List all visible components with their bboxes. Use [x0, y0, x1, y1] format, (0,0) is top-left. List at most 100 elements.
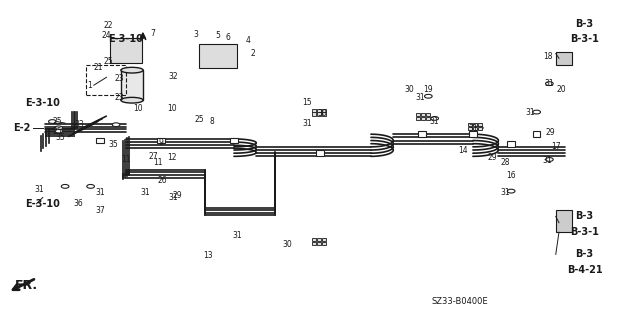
Text: 32: 32 — [168, 72, 179, 81]
Bar — [415, 113, 420, 116]
Text: 31: 31 — [416, 93, 426, 102]
Bar — [468, 127, 472, 130]
Bar — [312, 242, 316, 245]
Text: 3: 3 — [193, 30, 198, 39]
Text: 14: 14 — [459, 145, 468, 154]
Text: 10: 10 — [134, 104, 143, 113]
Text: 25: 25 — [52, 117, 61, 126]
Text: 30: 30 — [282, 241, 292, 249]
Text: 31: 31 — [542, 156, 552, 165]
Text: E-3-10: E-3-10 — [26, 98, 60, 108]
Bar — [473, 127, 477, 130]
Text: 18: 18 — [543, 52, 553, 61]
Bar — [533, 131, 540, 137]
Bar — [317, 108, 321, 112]
Text: 17: 17 — [551, 142, 561, 151]
Bar — [86, 65, 125, 95]
Text: 36: 36 — [73, 199, 83, 208]
Circle shape — [476, 126, 483, 130]
Text: 2: 2 — [251, 49, 255, 58]
Bar — [420, 117, 425, 120]
Text: 37: 37 — [95, 206, 105, 215]
Bar — [312, 112, 316, 115]
Bar — [317, 112, 321, 115]
Text: FR.: FR. — [15, 279, 38, 293]
Text: 35: 35 — [108, 140, 118, 149]
Text: 12: 12 — [168, 153, 177, 162]
Text: 28: 28 — [500, 158, 509, 167]
Text: 31: 31 — [500, 188, 509, 197]
Bar — [317, 238, 321, 241]
Circle shape — [49, 120, 56, 123]
Text: 10: 10 — [167, 104, 177, 113]
Text: 33: 33 — [75, 120, 84, 129]
Text: 30: 30 — [317, 109, 327, 118]
Bar — [426, 113, 430, 116]
Text: 30: 30 — [404, 85, 414, 94]
Text: B-3: B-3 — [575, 19, 593, 28]
Text: 23: 23 — [115, 93, 124, 102]
Text: 9: 9 — [158, 137, 163, 147]
Text: 11: 11 — [121, 155, 131, 164]
Bar — [312, 238, 316, 241]
Text: 22: 22 — [104, 21, 113, 30]
Text: 29: 29 — [172, 191, 182, 200]
Text: 13: 13 — [204, 251, 213, 260]
Bar — [199, 44, 237, 68]
Bar — [322, 108, 326, 112]
Bar — [316, 150, 324, 156]
Text: B-3-1: B-3-1 — [570, 227, 599, 237]
Bar — [97, 138, 104, 143]
Text: SZ33-B0400E: SZ33-B0400E — [432, 297, 488, 306]
Text: 5: 5 — [216, 31, 221, 40]
Text: 31: 31 — [95, 188, 105, 197]
Text: 16: 16 — [506, 171, 516, 180]
Bar — [473, 123, 477, 126]
Text: 31: 31 — [430, 117, 440, 126]
Bar — [508, 141, 515, 146]
Text: B-3: B-3 — [575, 211, 593, 221]
Text: B-4-21: B-4-21 — [566, 265, 602, 275]
Circle shape — [508, 189, 515, 193]
Circle shape — [55, 126, 63, 130]
Text: 31: 31 — [303, 119, 312, 128]
Bar — [556, 210, 572, 232]
Text: B-3-1: B-3-1 — [570, 34, 599, 44]
Text: 25: 25 — [52, 127, 61, 136]
Circle shape — [112, 123, 120, 127]
Bar — [469, 131, 477, 137]
Text: 6: 6 — [225, 33, 230, 42]
Text: 21: 21 — [93, 63, 103, 72]
Bar — [322, 112, 326, 115]
Bar — [322, 242, 326, 245]
Ellipse shape — [121, 67, 143, 73]
Text: 1: 1 — [87, 81, 92, 90]
Bar — [230, 138, 238, 143]
Text: 29: 29 — [487, 153, 497, 162]
Text: 19: 19 — [424, 85, 433, 94]
Text: 31: 31 — [545, 79, 554, 88]
Bar — [312, 108, 316, 112]
Text: 24: 24 — [102, 31, 111, 40]
Circle shape — [87, 184, 95, 188]
Circle shape — [431, 116, 438, 120]
Bar — [426, 117, 430, 120]
Bar — [317, 242, 321, 245]
Text: 15: 15 — [303, 98, 312, 107]
Text: 25: 25 — [104, 57, 113, 66]
Text: 8: 8 — [209, 117, 214, 126]
Text: E-3-10: E-3-10 — [26, 199, 60, 209]
Text: E-3-10: E-3-10 — [108, 34, 143, 44]
Circle shape — [424, 94, 432, 98]
Bar — [109, 38, 141, 63]
Text: 29: 29 — [546, 128, 556, 137]
Bar — [556, 52, 572, 65]
Text: 23: 23 — [115, 74, 124, 83]
Circle shape — [61, 184, 69, 188]
Text: 35: 35 — [55, 133, 65, 143]
Text: 27: 27 — [148, 152, 158, 161]
Text: 31: 31 — [168, 193, 179, 202]
Bar — [418, 131, 426, 137]
Text: 31: 31 — [525, 108, 535, 116]
Text: 31: 31 — [468, 124, 477, 133]
